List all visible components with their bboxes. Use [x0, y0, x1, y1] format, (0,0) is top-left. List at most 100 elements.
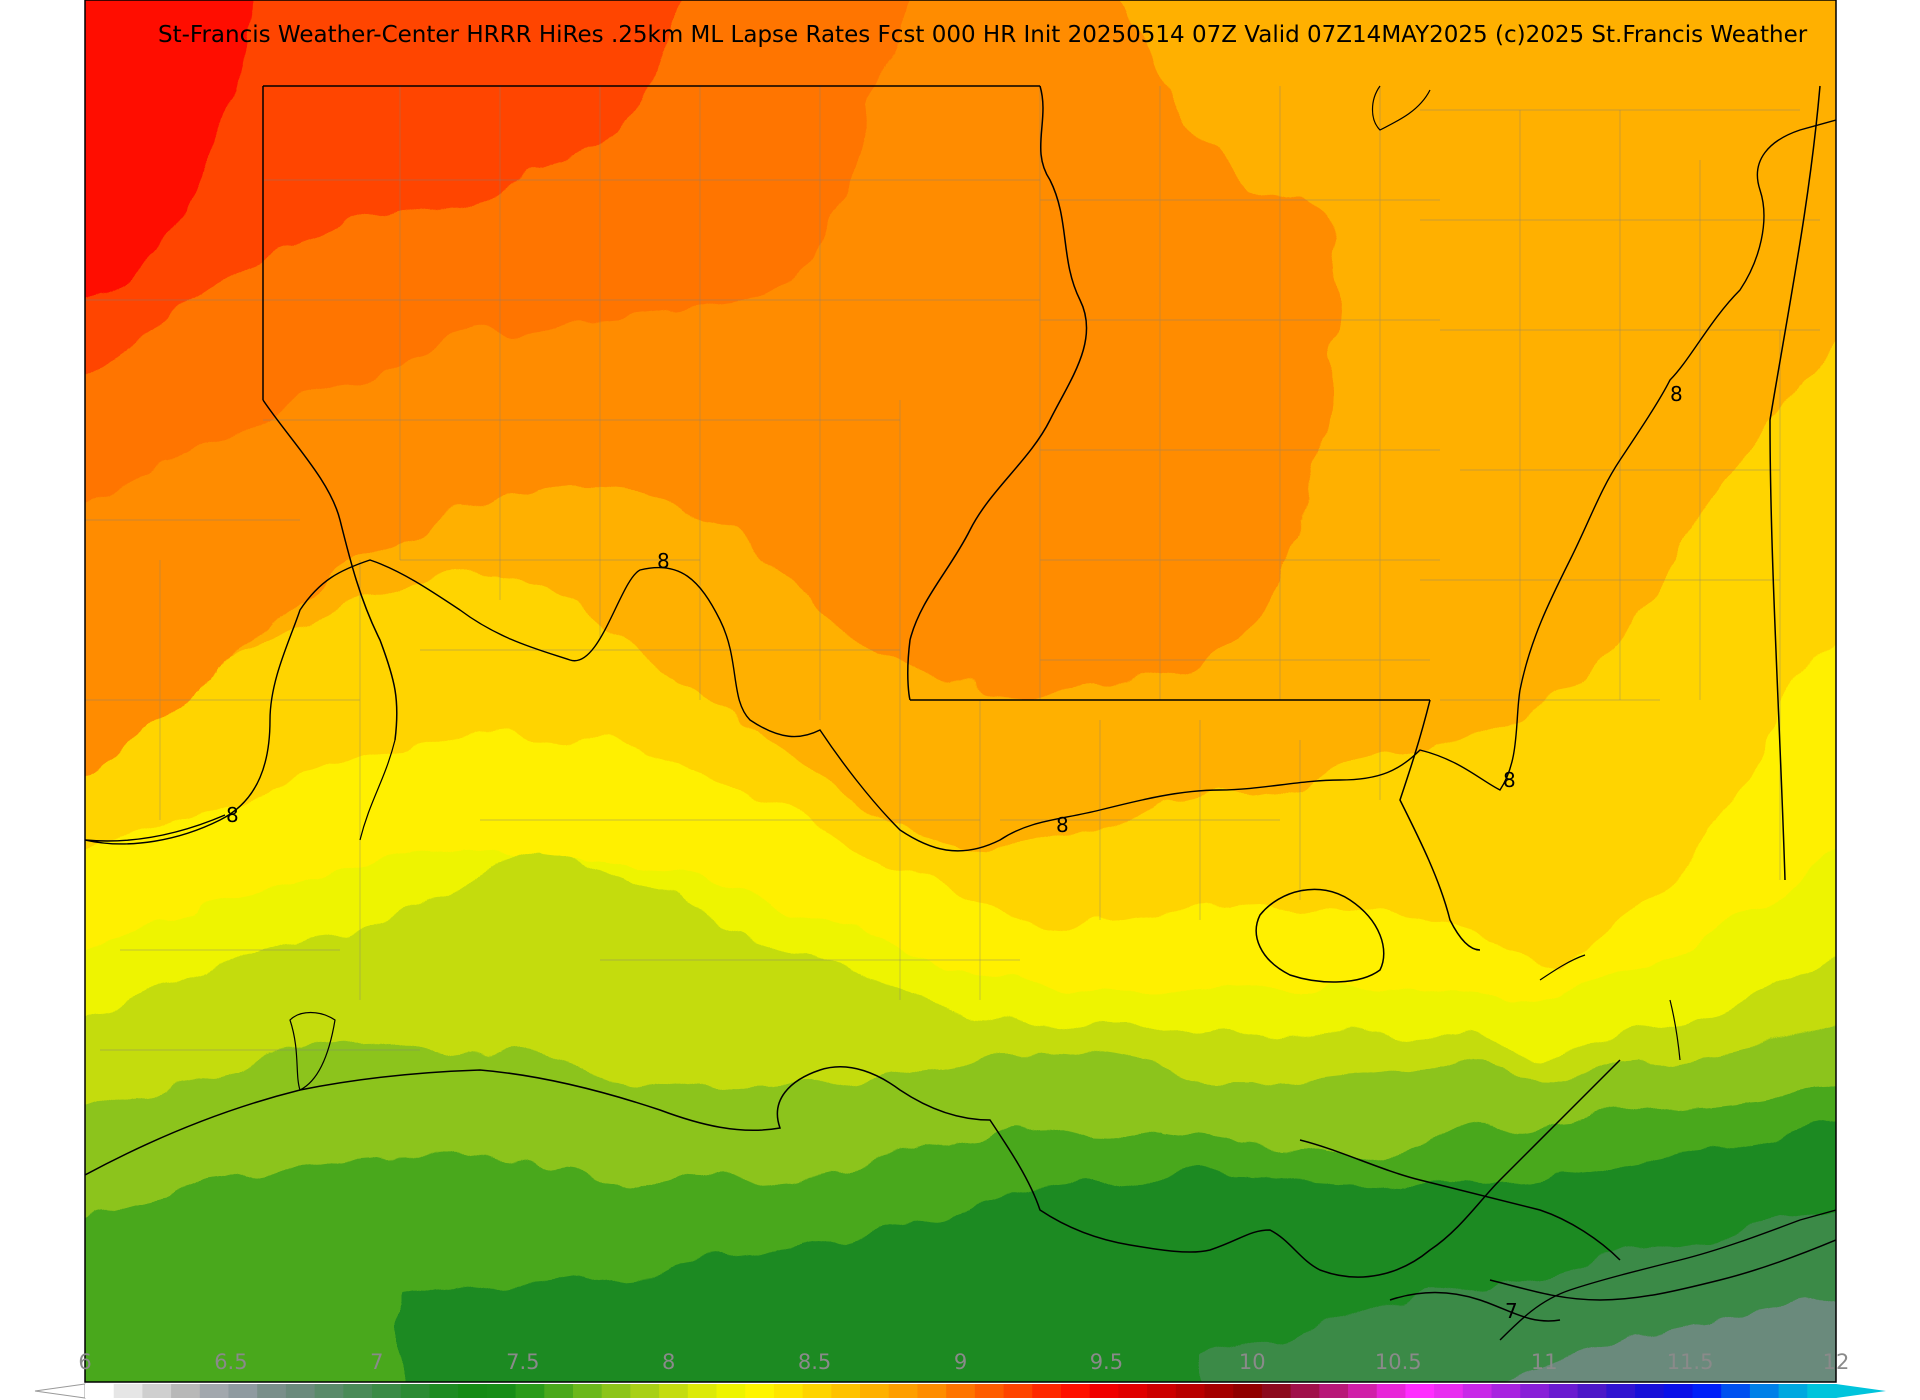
colorbar-swatch	[171, 1384, 201, 1398]
colorbar-swatch	[1548, 1384, 1579, 1398]
colorbar-swatch	[1520, 1384, 1550, 1398]
contour-lines	[85, 119, 1836, 1341]
contour-8-west	[85, 119, 1836, 852]
colorbar-tick-label: 10	[1239, 1350, 1266, 1374]
colorbar-swatch	[1721, 1384, 1751, 1398]
colorbar-swatch	[515, 1384, 545, 1398]
colorbar-swatch	[1003, 1384, 1033, 1398]
map-frame	[84, 0, 1837, 1383]
band-6-25	[1500, 1295, 1836, 1382]
colorbar-swatch	[630, 1384, 660, 1398]
band-9-25	[85, 0, 689, 369]
colorbar-swatch	[1060, 1384, 1091, 1398]
colorbar-swatch	[343, 1384, 373, 1398]
contour-label: 8	[657, 549, 670, 573]
colorbar-tick-label: 7.5	[506, 1350, 539, 1374]
contour-label: 8	[1503, 768, 1516, 792]
contour-label: 8	[226, 803, 239, 827]
band-9-5	[85, 0, 255, 303]
colorbar-swatch	[458, 1384, 488, 1398]
colorbar-swatch	[1147, 1384, 1177, 1398]
coastline	[85, 888, 1836, 1322]
colorbar-swatch	[1290, 1384, 1320, 1398]
colorbar-swatch	[544, 1384, 574, 1398]
colorbar-swatch	[601, 1384, 631, 1398]
colorbar-swatch	[1692, 1384, 1722, 1398]
shaded-field	[85, 0, 1836, 1382]
colorbar-swatch	[1319, 1384, 1349, 1398]
colorbar-swatch	[228, 1384, 258, 1398]
colorbar-swatch	[1807, 1384, 1837, 1398]
colorbar-swatch	[314, 1384, 344, 1398]
colorbar-swatch	[1348, 1384, 1378, 1398]
contour-label-group: 8 8 8 8 8 8 7	[226, 382, 1683, 1323]
colorbar-swatch	[773, 1384, 804, 1398]
colorbar-tick-labels: 6 6.5 7 7.5 8 8.5 9 9.5 10 10.5 11 11.5 12	[78, 1350, 1849, 1374]
colorbar-swatch	[1405, 1384, 1435, 1398]
colorbar-tick-label: 9.5	[1090, 1350, 1123, 1374]
colorbar-swatch	[486, 1384, 517, 1398]
colorbar-swatch	[1233, 1384, 1263, 1398]
state-boundaries	[85, 85, 1821, 951]
colorbar-swatch	[888, 1384, 919, 1398]
colorbar-swatch	[372, 1384, 402, 1398]
colorbar-swatch	[199, 1384, 230, 1398]
colorbar-swatch	[802, 1384, 832, 1398]
colorbar-swatch	[257, 1384, 287, 1398]
colorbar	[34, 1383, 1886, 1399]
contour-label: 8	[1670, 382, 1683, 406]
colorbar-swatch	[1606, 1384, 1636, 1398]
colorbar-swatch	[1577, 1384, 1607, 1398]
colorbar-swatch	[1778, 1384, 1808, 1398]
colorbar-tick-label: 12	[1823, 1350, 1850, 1374]
colorbar-swatch	[285, 1384, 316, 1398]
contour-label: 7	[1505, 1299, 1518, 1323]
colorbar-swatch	[1462, 1384, 1493, 1398]
colorbar-swatch	[1663, 1384, 1694, 1398]
colorbar-tick-label: 10.5	[1375, 1350, 1422, 1374]
contour-7-south	[1499, 1209, 1836, 1341]
colorbar-swatch	[1175, 1384, 1206, 1398]
colorbar-swatch	[85, 1384, 115, 1398]
colorbar-tick-label: 9	[954, 1350, 967, 1374]
colorbar-swatch	[1118, 1384, 1148, 1398]
colorbar-tick-label: 7	[370, 1350, 383, 1374]
colorbar-swatch	[1204, 1384, 1234, 1398]
map-title: St-Francis Weather-Center HRRR HiRes .25…	[158, 22, 1808, 48]
colorbar-tick-label: 11.5	[1667, 1350, 1714, 1374]
colorbar-swatch	[716, 1384, 746, 1398]
colorbar-tick-label: 6	[78, 1350, 91, 1374]
county-boundaries	[85, 86, 1820, 1051]
colorbar-tick-label: 8	[662, 1350, 675, 1374]
colorbar-swatch	[1749, 1384, 1780, 1398]
colorbar-tick-label: 11	[1531, 1350, 1558, 1374]
colorbar-swatch	[1261, 1384, 1292, 1398]
colorbar-swatch	[745, 1384, 775, 1398]
colorbar-min-extension	[34, 1383, 86, 1399]
colorbar-swatch	[687, 1384, 718, 1398]
colorbar-swatch	[1376, 1384, 1407, 1398]
colorbar-swatch	[659, 1384, 689, 1398]
colorbar-swatch	[917, 1384, 947, 1398]
colorbar-swatch	[1089, 1384, 1119, 1398]
colorbar-max-extension	[1836, 1384, 1886, 1398]
colorbar-swatch	[1635, 1384, 1665, 1398]
colorbar-tick-label: 6.5	[214, 1350, 247, 1374]
colorbar-swatch	[113, 1384, 143, 1398]
colorbar-swatch	[142, 1384, 172, 1398]
colorbar-swatch	[429, 1384, 459, 1398]
colorbar-swatch	[946, 1384, 976, 1398]
colorbar-swatch	[1434, 1384, 1464, 1398]
colorbar-swatch	[860, 1384, 890, 1398]
colorbar-swatch	[1491, 1384, 1521, 1398]
colorbar-swatch	[974, 1384, 1005, 1398]
colorbar-tick-label: 8.5	[798, 1350, 831, 1374]
contour-label: 8	[1056, 813, 1069, 837]
band-8-75-east	[1158, 192, 1340, 410]
colorbar-swatch	[1032, 1384, 1062, 1398]
colorbar-swatch	[831, 1384, 861, 1398]
colorbar-swatch	[400, 1384, 431, 1398]
colorbar-swatch	[572, 1384, 603, 1398]
